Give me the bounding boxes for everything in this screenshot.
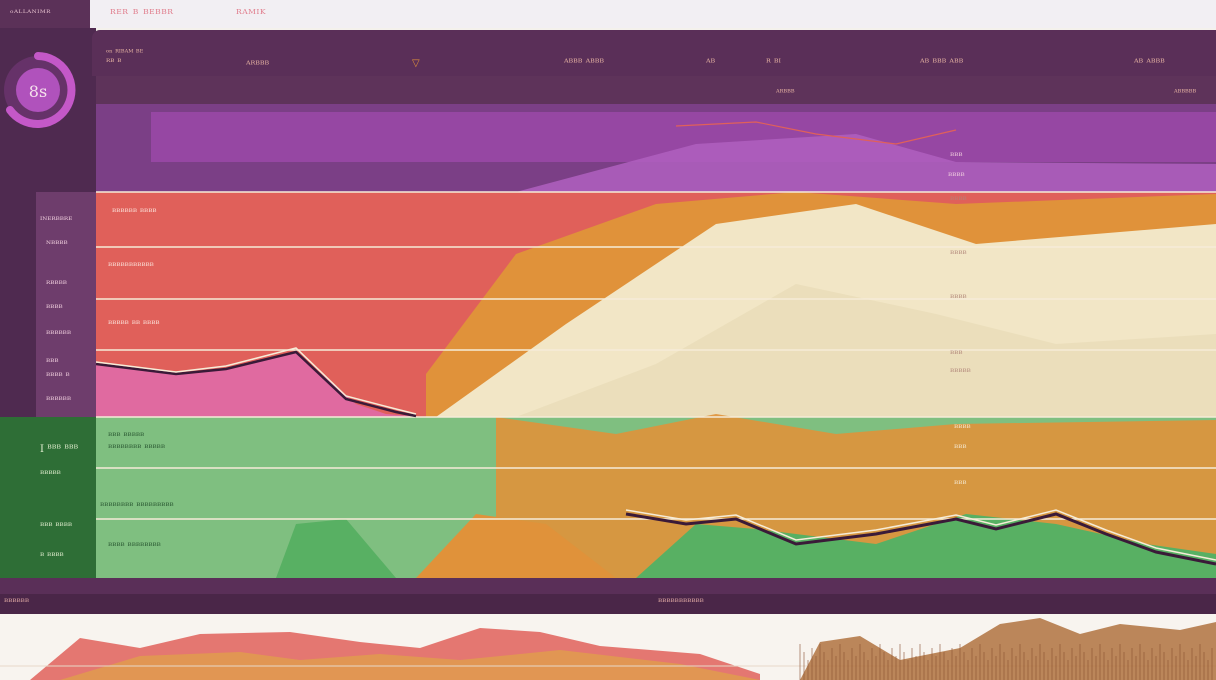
header-col-3[interactable]: ᴬᴮ	[706, 58, 716, 69]
tab-reports[interactable]: ᴿᴱᴿ ᴮ ᴮᴱᴮᴮᴿ	[110, 7, 174, 21]
gauge-arc	[6, 52, 76, 128]
area-green-lower	[636, 514, 1216, 578]
rail-green-label[interactable]: ᴮᴮᴮᴮᴮ	[40, 470, 61, 480]
rail-label[interactable]: ᴮᴮᴮᴮᴮᴮ	[46, 330, 71, 340]
band-label: ᴮᴮᴮᴮᴮᴮᴮᴮ ᴮᴮᴮᴮᴮᴮᴮᴮᴮ	[100, 502, 174, 512]
header-col-4[interactable]: ᴿ ᴮᴵ	[766, 58, 782, 69]
footer-label-center[interactable]: ᴮᴮᴮᴮᴮᴮᴮᴮᴮᴮᴮ	[658, 598, 704, 608]
header-col-5[interactable]: ᴬᴮ ᴮᴮᴮ ᴬᴮᴮ	[920, 58, 964, 69]
header-col-2[interactable]: ᴬᴮᴮᴮ ᴬᴮᴮᴮ	[564, 58, 605, 69]
rail-green-label[interactable]: ᴮᴮᴮ ᴮᴮᴮᴮ	[40, 522, 73, 532]
rail-label[interactable]: ᴺᴮᴮᴮᴮ	[46, 240, 68, 250]
rail-label[interactable]: ᴮᴮᴮᴮ	[46, 304, 63, 314]
area-pink	[96, 352, 426, 417]
header-col-6[interactable]: ᴬᴮ ᴬᴮᴮᴮ	[1134, 58, 1165, 69]
band-label: ᴮᴮᴮᴮ ᴮᴮᴮᴮᴮᴮᴮᴮ	[108, 542, 161, 552]
series-line-dark	[96, 350, 417, 418]
rail-label[interactable]: ᴵᴺᴱᴿᴮᴮᴿᴱ	[40, 216, 73, 226]
header-sub-2: ᴬᴮᴮᴮᴮᴮ	[1174, 88, 1197, 97]
right-label: ᴮᴮᴮᴮ	[950, 294, 967, 304]
tab-ranking[interactable]: ᴿᴬᴹᴵᴷ	[236, 7, 267, 21]
rail-legend-panel	[36, 192, 96, 417]
rail-green-label[interactable]: ᴮ ᴮᴮᴮᴮ	[40, 552, 64, 562]
tab-overview[interactable]: ᵒᴬᴸᴸᴬᴺᴵᴹᴿ	[0, 0, 90, 28]
band-label: ᴮᴮᴮ ᴮᴮᴮᴮᴮ	[108, 432, 145, 442]
area-orange-peak	[416, 514, 616, 578]
rail-label[interactable]: ᴮᴮᴮᴮᴮᴮ	[46, 396, 71, 406]
band-label: ᴮᴮᴮᴮᴮᴮᴮᴮᴮᴮᴮ	[108, 262, 154, 272]
right-label: ᴮᴮᴮᴮ	[950, 250, 967, 260]
overview-strip[interactable]	[0, 614, 1216, 680]
series-line-light	[96, 347, 417, 415]
chevron-down-icon[interactable]: ▽	[412, 58, 420, 69]
band-label: ᴮᴮᴮᴮᴮᴮᴮᴮ ᴮᴮᴮᴮᴮ	[108, 444, 166, 454]
strip-area-orange	[60, 650, 760, 680]
footer-subbar	[0, 594, 1216, 614]
header-sub-1: ᴬᴿᴮᴮᴮ	[776, 88, 795, 97]
series-line-lower-light	[625, 509, 1216, 561]
right-label: ᴮᴮᴮ	[954, 480, 967, 490]
right-label: ᴮᴮᴮ	[950, 350, 963, 360]
rail-label[interactable]: ᴮᴮᴮᴮ ᴮ	[46, 372, 70, 382]
chart-subheader	[96, 76, 1216, 104]
gauge-value: 8ꜱ	[29, 82, 47, 101]
band-label: ᴮᴮᴮᴮᴮᴮ ᴮᴮᴮᴮ	[112, 208, 157, 218]
tab-bar: ᵒᴬᴸᴸᴬᴺᴵᴹᴿ ᴿᴱᴿ ᴮ ᴮᴱᴮᴮᴿ ᴿᴬᴹᴵᴷ	[0, 0, 1216, 28]
series-line-lower	[625, 512, 1216, 566]
rail-label[interactable]: ᴿᴮᴮᴮᴮ	[46, 280, 67, 290]
footer-label-left[interactable]: ᴮᴮᴮᴮᴮᴮ	[4, 598, 29, 608]
area-magenta	[516, 134, 1216, 192]
gauge-center	[16, 68, 60, 112]
gauge-widget[interactable]: 8ꜱ	[0, 44, 82, 134]
rail-green-label[interactable]: I ᴮᴮᴮ ᴮᴮᴮ	[40, 444, 79, 455]
band-label: ᴮᴮᴮᴮᴮ ᴮᴮ ᴮᴮᴮᴮ	[108, 320, 160, 330]
chart-header	[92, 30, 1216, 76]
rail-label[interactable]: ᴮᴮᴮ	[46, 358, 59, 368]
right-label: ᴮᴮᴮ	[950, 152, 963, 162]
right-label: ᴮᴮᴮᴮ	[948, 172, 965, 182]
right-label: ᴮᴮᴮ	[954, 444, 967, 454]
header-small-text-2: ᴿᴮ ᴮ	[106, 58, 122, 68]
header-col-1[interactable]: ᴬᴿᴮᴮᴮ	[246, 60, 270, 71]
right-label: ᴮᴮᴮᴮᴮ	[950, 368, 971, 378]
series-line-top	[675, 121, 957, 145]
right-label: ᴮᴮᴮᴮ	[950, 196, 967, 206]
right-label: ᴮᴮᴮᴮ	[954, 424, 971, 434]
strip-ticks	[799, 644, 1213, 680]
header-small-text: ᵒⁿ ᴿᴵᴮᴬᴹ ᴮᴱ	[106, 48, 144, 57]
rail-green-panel	[0, 417, 96, 578]
area-green-peak	[276, 519, 396, 578]
main-chart	[96, 104, 1216, 578]
